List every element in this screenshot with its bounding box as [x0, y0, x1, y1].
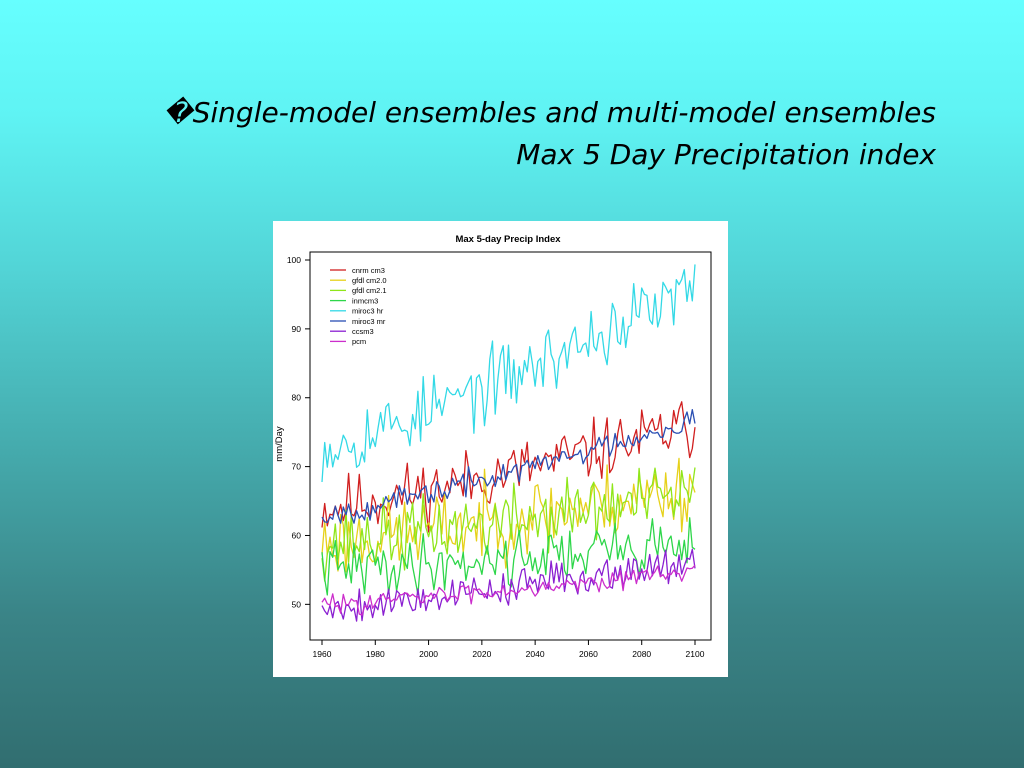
x-tick-label: 2080: [632, 649, 651, 659]
x-tick-label: 1960: [313, 649, 332, 659]
legend-label: gfdl cm2.1: [352, 286, 387, 295]
x-tick-label: 2020: [472, 649, 491, 659]
y-axis-label: mm/Day: [274, 426, 285, 462]
x-tick-label: 1980: [366, 649, 385, 659]
slide-title: �Single-model ensembles and multi-model …: [164, 92, 936, 176]
series-line: [321, 264, 696, 483]
x-axis: 1960 1980 2000 2020 2040 2060 2080 2100: [313, 640, 705, 659]
legend-label: ccsm3: [352, 327, 374, 336]
chart-title: Max 5-day Precip Index: [455, 234, 561, 245]
y-tick-label: 100: [287, 255, 301, 265]
legend-label: inmcm3: [352, 296, 378, 305]
x-tick-label: 2040: [526, 649, 545, 659]
x-tick-label: 2100: [686, 649, 705, 659]
legend-label: pcm: [352, 337, 366, 346]
y-tick-label: 90: [292, 324, 302, 334]
series-line: [321, 564, 696, 616]
y-tick-label: 50: [292, 599, 302, 609]
legend-label: miroc3 hr: [352, 307, 384, 316]
series-line: [321, 548, 696, 622]
series-line: [321, 408, 696, 524]
series-line: [321, 457, 696, 573]
legend-label: gfdl cm2.0: [352, 276, 387, 285]
x-tick-label: 2060: [579, 649, 598, 659]
y-tick-label: 70: [292, 462, 302, 472]
series-layer: [321, 264, 696, 622]
series-line: [321, 467, 696, 582]
legend-label: cnrm cm3: [352, 266, 385, 275]
chart-image: Max 5-day Precip Index mm/Day 50 60 70 80 90…: [273, 221, 728, 677]
y-axis: 50 60 70 80 90 100: [287, 255, 310, 609]
series-line: [321, 517, 696, 596]
slide-title-line-2: Max 5 Day Precipitation index: [516, 138, 936, 171]
x-tick-label: 2000: [419, 649, 438, 659]
plot-frame: [309, 251, 712, 641]
slide-title-line-1: �Single-model ensembles and multi-model …: [163, 96, 936, 129]
legend-label: miroc3 mr: [352, 317, 386, 326]
y-tick-label: 80: [292, 393, 302, 403]
precip-line-chart: Max 5-day Precip Index mm/Day 50 60 70 80 90…: [274, 234, 712, 659]
y-tick-label: 60: [292, 530, 302, 540]
